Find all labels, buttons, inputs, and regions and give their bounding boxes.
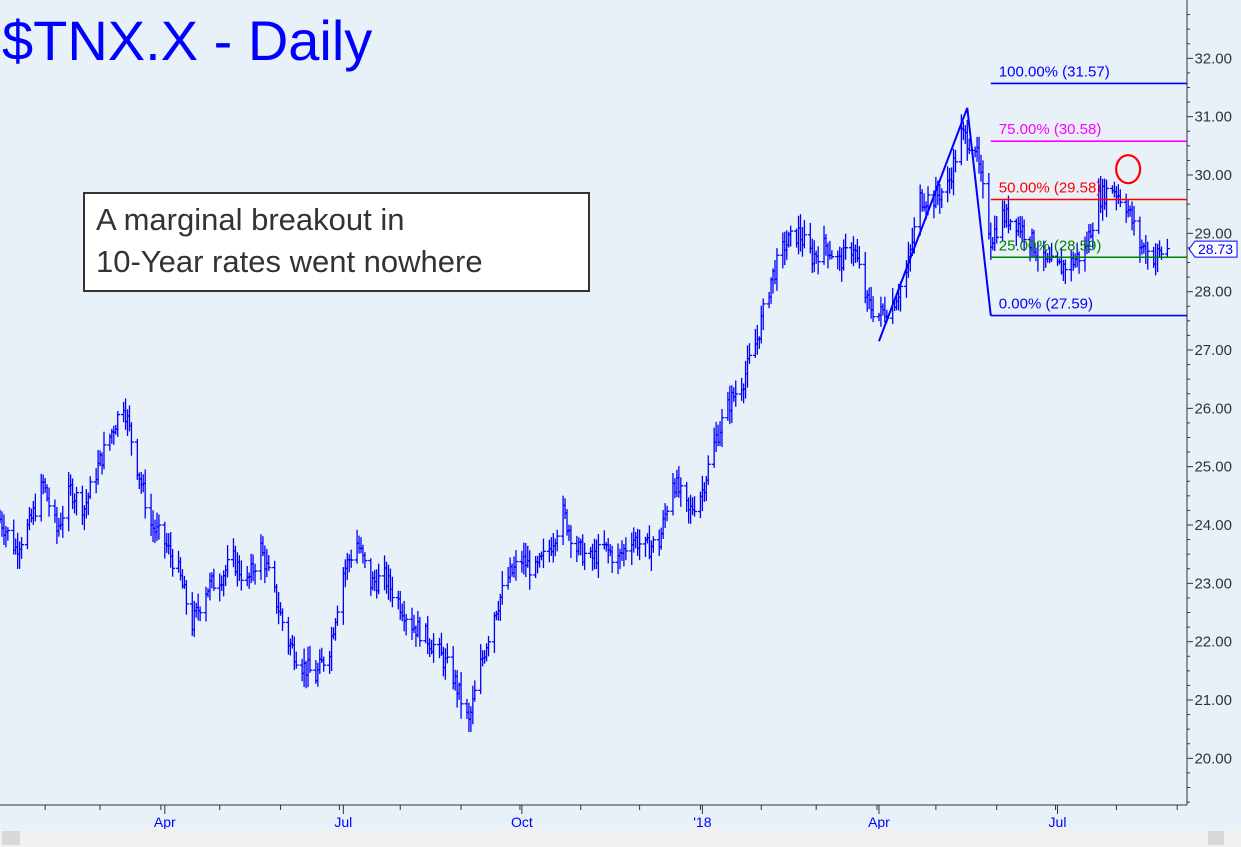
annotation-box: A marginal breakout in 10-Year rates wen… <box>83 192 590 292</box>
y-tick-label: 22.00 <box>1194 634 1232 651</box>
x-tick-label: Jul <box>334 814 352 830</box>
x-tick-label: Jul <box>1049 814 1067 830</box>
y-tick-label: 29.00 <box>1194 225 1232 242</box>
y-tick-label: 24.00 <box>1194 517 1232 534</box>
fib-level-label: 75.00% (30.58) <box>999 121 1102 138</box>
chart-title: $TNX.X - Daily <box>2 9 372 72</box>
x-tick-label: Apr <box>868 814 890 830</box>
fib-level-label: 50.00% (29.58) <box>999 180 1102 197</box>
overlays: 28.73 <box>878 107 1238 342</box>
annotation-frame <box>83 192 590 292</box>
scroll-left-button[interactable] <box>2 831 20 845</box>
fib-level-label: 100.00% (31.57) <box>999 63 1110 80</box>
highlight-circle <box>1115 154 1142 185</box>
x-tick-label: '18 <box>693 814 711 830</box>
y-tick-label: 32.00 <box>1194 50 1232 67</box>
x-tick-label: Oct <box>511 814 533 830</box>
last-price-tag <box>1188 240 1238 258</box>
y-tick-label: 21.00 <box>1194 692 1232 709</box>
fib-level-label: 0.00% (27.59) <box>999 296 1093 313</box>
fib-levels: 100.00% (31.57) 75.00% (30.58) 50.00% (29.… <box>990 63 1187 317</box>
fib-level-label: 25.00% (28.59) <box>999 237 1102 254</box>
y-tick-label: 28.00 <box>1194 284 1232 301</box>
abc-pattern-line <box>878 107 992 342</box>
axes: 20.00 21.00 22.00 23.00 24.00 25.00 26.00 27.00… <box>0 0 1232 830</box>
horizontal-scrollbar[interactable] <box>0 829 1241 847</box>
scroll-right-button[interactable] <box>1208 831 1224 845</box>
y-tick-label: 20.00 <box>1194 750 1232 767</box>
annotation-line-2: 10-Year rates went nowhere <box>96 244 483 279</box>
x-tick-label: Apr <box>154 814 176 830</box>
price-bars <box>0 114 1170 732</box>
annotation-line-1: A marginal breakout in <box>96 202 404 237</box>
scrollbar-track[interactable] <box>0 829 1241 847</box>
y-tick-label: 27.00 <box>1194 342 1232 359</box>
y-tick-label: 30.00 <box>1194 167 1232 184</box>
y-tick-label: 25.00 <box>1194 459 1232 476</box>
last-price-label: 28.73 <box>1198 241 1233 257</box>
y-tick-label: 26.00 <box>1194 400 1232 417</box>
y-tick-label: 31.00 <box>1194 109 1232 126</box>
y-tick-label: 23.00 <box>1194 575 1232 592</box>
